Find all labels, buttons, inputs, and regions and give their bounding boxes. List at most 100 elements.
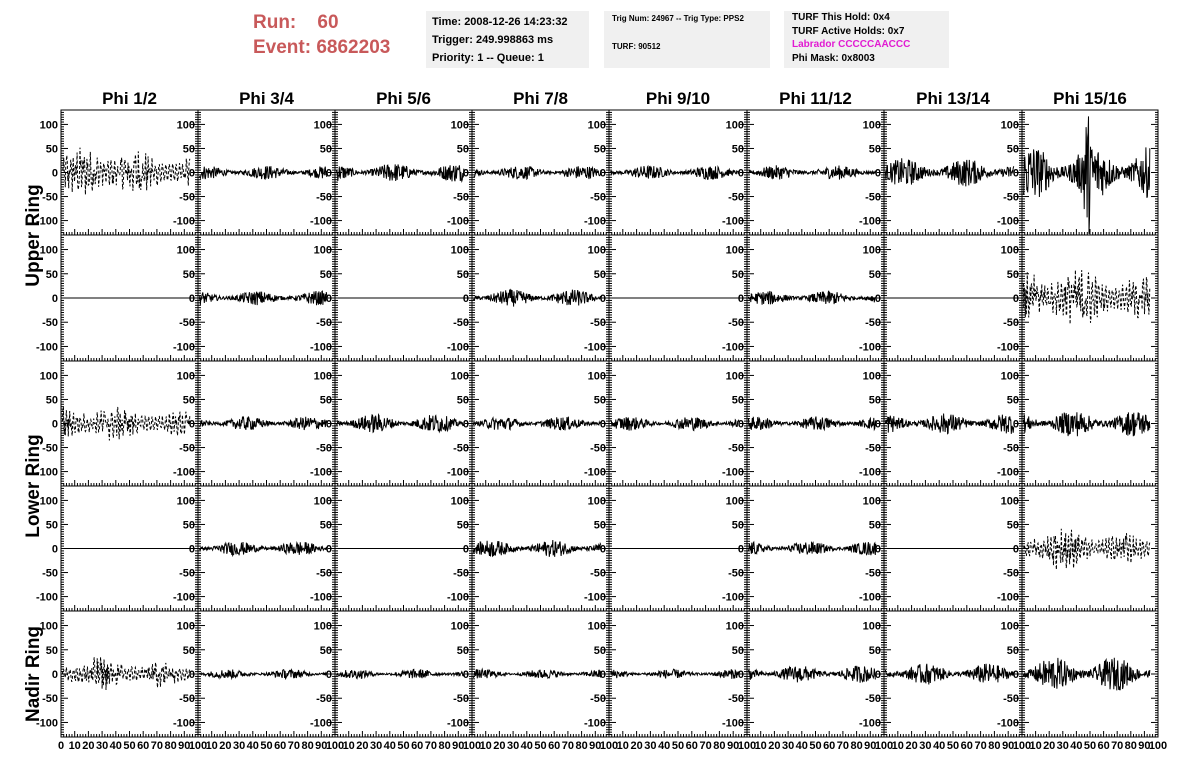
waveform-panel: 100 50 0 -50 -100 (722, 109, 885, 236)
y-tick-label: 100 (314, 119, 332, 131)
y-tick-label: -50 (1003, 443, 1019, 455)
run-value: 60 (317, 12, 339, 33)
y-tick-label: -100 (173, 216, 195, 228)
waveform-trace (61, 406, 191, 441)
phi-mask-text: Phi Mask: 0x8003 (792, 52, 875, 64)
y-tick-label: 0 (1013, 168, 1019, 180)
waveform-panel: 100 50 0 -50 -100 (173, 360, 336, 487)
turf-active-text: TURF Active Holds: 0x7 (792, 25, 905, 37)
ring-label: Upper Ring (23, 184, 44, 286)
y-tick-label: 50 (457, 143, 469, 155)
waveform-trace (884, 158, 1015, 187)
y-tick-label: 50 (594, 519, 606, 531)
y-tick-label: -100 (310, 341, 332, 353)
y-tick-label: -100 (584, 216, 606, 228)
waveform-panel: 100 50 0 -50 -100 (722, 234, 885, 362)
y-tick-label: -50 (179, 317, 195, 329)
y-tick-label: -50 (316, 192, 332, 204)
y-tick-label: 50 (183, 143, 195, 155)
y-tick-label: 0 (738, 168, 744, 180)
y-tick-label: 100 (177, 245, 195, 257)
y-tick-label: 50 (320, 143, 332, 155)
y-tick-label: 100 (177, 119, 195, 131)
y-tick-label: 50 (46, 394, 58, 406)
y-tick-label: 0 (189, 419, 195, 431)
y-tick-label: 50 (869, 269, 881, 281)
y-tick-label: 0 (600, 544, 606, 556)
y-tick-label: 0 (463, 293, 469, 305)
waveform-panel: 100 50 0 -50 -100 (173, 109, 336, 236)
y-tick-label: -100 (997, 216, 1019, 228)
waveform-panel: 100 50 0 -50 -100 (447, 485, 610, 612)
column-header: Phi 7/8 (513, 89, 568, 108)
y-tick-label: -100 (584, 592, 606, 604)
y-tick-label: 0 (52, 544, 58, 556)
y-tick-label: 100 (177, 495, 195, 507)
ring-label: Lower Ring (23, 434, 44, 537)
y-tick-label: -50 (590, 568, 606, 580)
y-tick-label: -50 (865, 443, 881, 455)
y-tick-label: -50 (42, 192, 58, 204)
y-tick-label: 0 (326, 544, 332, 556)
y-tick-label: -100 (859, 216, 881, 228)
y-tick-label: 100 (451, 245, 469, 257)
y-tick-label: -100 (173, 592, 195, 604)
y-tick-label: -50 (42, 568, 58, 580)
y-tick-label: -100 (859, 467, 881, 479)
waveform-panel: 100 50 0 -50 -100 (310, 234, 473, 362)
waveform-trace (747, 416, 877, 432)
y-tick-label: 100 (40, 495, 58, 507)
y-tick-label: -100 (997, 467, 1019, 479)
y-tick-label: -50 (728, 568, 744, 580)
waveform-trace (62, 147, 191, 195)
waveform-trace (1022, 116, 1151, 234)
y-tick-label: 0 (1013, 419, 1019, 431)
y-tick-label: -100 (584, 341, 606, 353)
y-tick-label: 0 (326, 419, 332, 431)
event-row: Event: 6862203 (253, 35, 390, 60)
trigger-info-panel: Trig Num: 24967 -- Trig Type: PPS2 TURF:… (604, 11, 770, 68)
waveform-panel: 100 50 0 -50 -100 (36, 109, 199, 236)
y-tick-label: -50 (865, 192, 881, 204)
y-tick-label: 50 (1007, 143, 1019, 155)
y-tick-label: 50 (594, 394, 606, 406)
y-tick-label: 100 (726, 370, 744, 382)
y-tick-label: 0 (463, 168, 469, 180)
waveform-trace (609, 164, 740, 180)
y-tick-label: 0 (52, 168, 58, 180)
column-header: Phi 11/12 (779, 89, 852, 108)
y-tick-label: -50 (316, 443, 332, 455)
y-tick-label: 50 (183, 269, 195, 281)
y-tick-label: -100 (584, 467, 606, 479)
y-tick-label: -50 (42, 443, 58, 455)
y-tick-label: -50 (179, 443, 195, 455)
y-tick-label: 50 (457, 394, 469, 406)
waveform-panel: 100 50 0 -50 -100 (859, 360, 1023, 487)
waveform-panel: 100 50 0 -50 -100 (173, 234, 336, 362)
y-tick-label: 50 (183, 394, 195, 406)
y-tick-label: 50 (732, 394, 744, 406)
y-tick-label: -100 (859, 341, 881, 353)
turf-info-panel: TURF This Hold: 0x4 TURF Active Holds: 0… (784, 11, 949, 68)
y-tick-label: -100 (310, 216, 332, 228)
y-tick-label: 0 (189, 168, 195, 180)
column-header: Phi 5/6 (376, 89, 431, 108)
waveform-panel: 100 50 0 -50 -100 (310, 485, 473, 612)
event-label: Event: (253, 37, 312, 58)
y-tick-label: 100 (863, 245, 881, 257)
y-tick-label: 100 (177, 370, 195, 382)
run-label: Run: (253, 12, 297, 33)
y-tick-label: -100 (310, 467, 332, 479)
waveform-trace (472, 416, 602, 431)
waveform-trace (884, 413, 1015, 435)
waveform-panel: 100 50 0 -50 -100 (584, 234, 748, 362)
y-tick-label: 50 (183, 519, 195, 531)
y-tick-label: -50 (179, 568, 195, 580)
y-tick-label: 100 (40, 119, 58, 131)
y-tick-label: -100 (36, 592, 58, 604)
y-tick-label: 100 (863, 119, 881, 131)
y-tick-label: 0 (600, 293, 606, 305)
y-tick-label: -50 (453, 317, 469, 329)
waveform-trace (199, 415, 328, 431)
column-header: Phi 1/2 (102, 89, 157, 108)
